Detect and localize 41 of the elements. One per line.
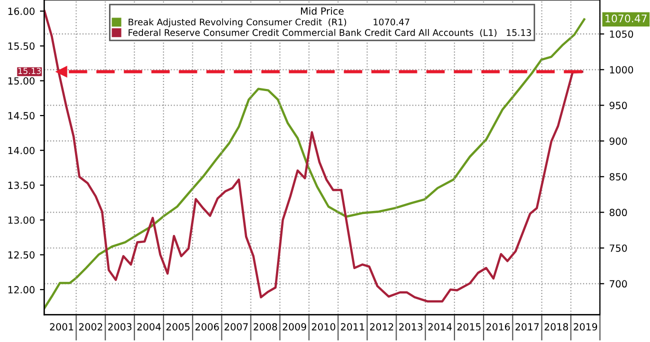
y-tick-label: 13.00	[8, 216, 35, 224]
x-tick-label: 2012	[370, 323, 394, 330]
legend-label: Break Adjusted Revolving Consumer Credit (R1) 1070.47	[128, 18, 410, 28]
x-tick-label: 2010	[312, 323, 336, 330]
y-tick-label: 16.00	[8, 8, 35, 15]
x-tick-label: 2011	[340, 323, 364, 330]
x-tick-label: 2005	[166, 323, 190, 330]
y-tick-label: 14.00	[8, 146, 35, 154]
x-tick-label: 2006	[195, 323, 219, 330]
x-tick-label: 2009	[282, 323, 306, 330]
ref-line-label: 15.13	[18, 68, 41, 74]
y2-tick-label: 850	[610, 173, 627, 180]
y-tick-label: 15.50	[8, 42, 35, 50]
x-tick-label: 2019	[574, 323, 598, 330]
y2-tick-label: 700	[610, 280, 627, 288]
y-tick-label: 14.50	[8, 112, 35, 120]
x-tick-label: 2004	[137, 323, 161, 330]
x-tick-label: 2018	[544, 323, 568, 330]
y-tick-label: 12.50	[8, 251, 35, 259]
y2-tick-label: 900	[610, 137, 627, 145]
x-tick-label: 2001	[50, 323, 74, 330]
x-tick-label: 2015	[457, 323, 481, 330]
x-tick-label: 2013	[399, 323, 422, 330]
x-tick-label: 2016	[486, 323, 510, 330]
x-tick-label: 2008	[254, 323, 278, 330]
x-tick-label: 2007	[224, 323, 248, 330]
legend-title: Mid Price	[300, 7, 344, 15]
y2-tick-label: 1000	[610, 66, 634, 74]
legend-label: Federal Reserve Consumer Credit Commercial Bank Credit Card All Accounts (L1) 15.13	[128, 28, 531, 38]
y-tick-label: 15.00	[8, 77, 35, 85]
text: 1070.47	[606, 14, 647, 22]
y2-tick-label: 1050	[610, 30, 634, 38]
y2-tick-label: 800	[610, 208, 627, 216]
y-tick-label: 12.00	[8, 286, 35, 294]
x-tick-label: 2017	[516, 323, 539, 330]
x-tick-label: 2014	[428, 323, 452, 330]
y2-tick-label: 950	[610, 102, 627, 110]
y-tick-label: 13.50	[8, 182, 35, 189]
y2-tick-label: 750	[610, 244, 627, 252]
x-tick-label: 2003	[108, 323, 132, 330]
x-tick-label: 2002	[79, 323, 102, 330]
